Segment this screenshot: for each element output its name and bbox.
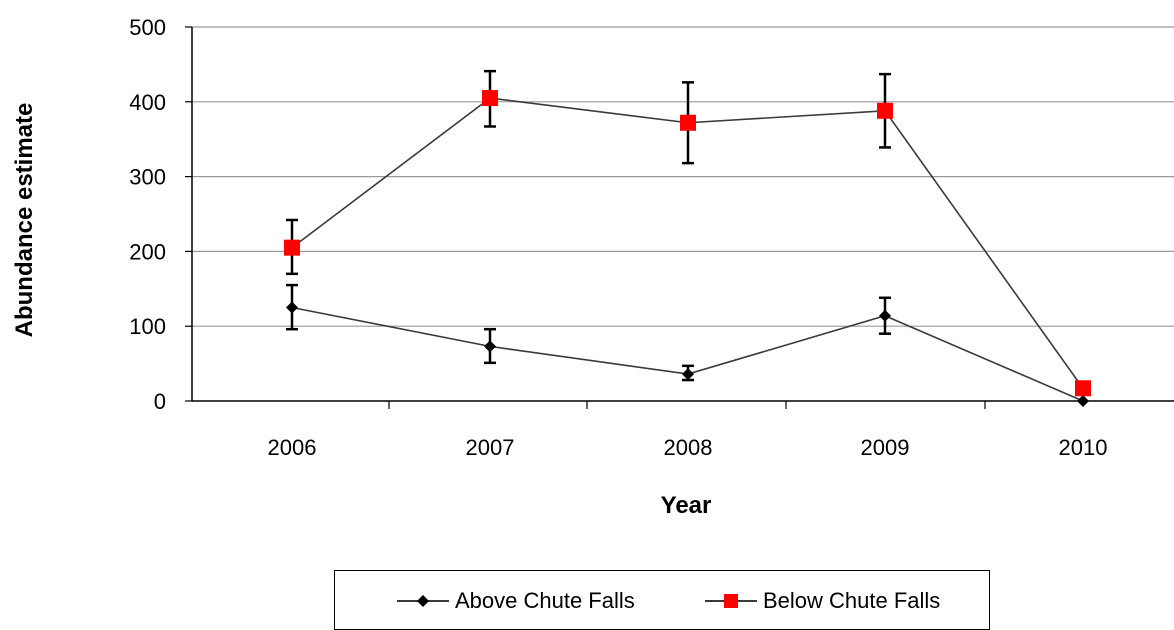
data-point-diamond <box>484 340 496 353</box>
legend: Above Chute Falls Below Chute Falls <box>334 570 990 630</box>
tick-labels: 0 100 200 300 400 500 2006 2007 2008 2009 2010 <box>129 15 1107 460</box>
x-axis-title: Year <box>661 492 712 519</box>
y-tick-label: 0 <box>154 389 166 414</box>
data-point-diamond <box>286 301 298 314</box>
data-point-diamond <box>1077 395 1089 407</box>
y-tick-label: 200 <box>129 239 166 264</box>
legend-marker-diamond-icon <box>397 595 449 607</box>
data-point-square <box>680 114 696 131</box>
series-layer <box>284 69 1091 407</box>
y-tick-label: 400 <box>129 90 166 115</box>
data-point-diamond <box>682 368 694 381</box>
series-below <box>284 69 1091 397</box>
legend-item-above: Above Chute Falls <box>397 588 635 613</box>
x-tick-label: 2006 <box>268 435 317 460</box>
y-tick-label: 500 <box>129 15 166 40</box>
x-tick-label: 2010 <box>1059 435 1108 460</box>
legend-item-below: Below Chute Falls <box>705 588 941 613</box>
data-point-square <box>284 239 300 256</box>
x-tick-label: 2008 <box>664 435 713 460</box>
legend-label-below: Below Chute Falls <box>763 588 941 613</box>
series-line <box>291 306 1084 402</box>
data-point-square <box>877 102 893 119</box>
data-point-square <box>1075 380 1091 397</box>
y-axis-title: Abundance estimate <box>11 103 38 338</box>
gridlines <box>192 26 1174 327</box>
x-tick-label: 2009 <box>861 435 910 460</box>
x-tick-label: 2007 <box>466 435 515 460</box>
series-above <box>286 283 1089 407</box>
y-tick-label: 100 <box>129 314 166 339</box>
data-point-square <box>482 90 498 107</box>
legend-label-above: Above Chute Falls <box>455 588 635 613</box>
axes <box>185 26 1174 409</box>
data-point-diamond <box>879 309 891 322</box>
legend-marker-square-icon <box>705 594 757 608</box>
y-tick-label: 300 <box>129 165 166 190</box>
